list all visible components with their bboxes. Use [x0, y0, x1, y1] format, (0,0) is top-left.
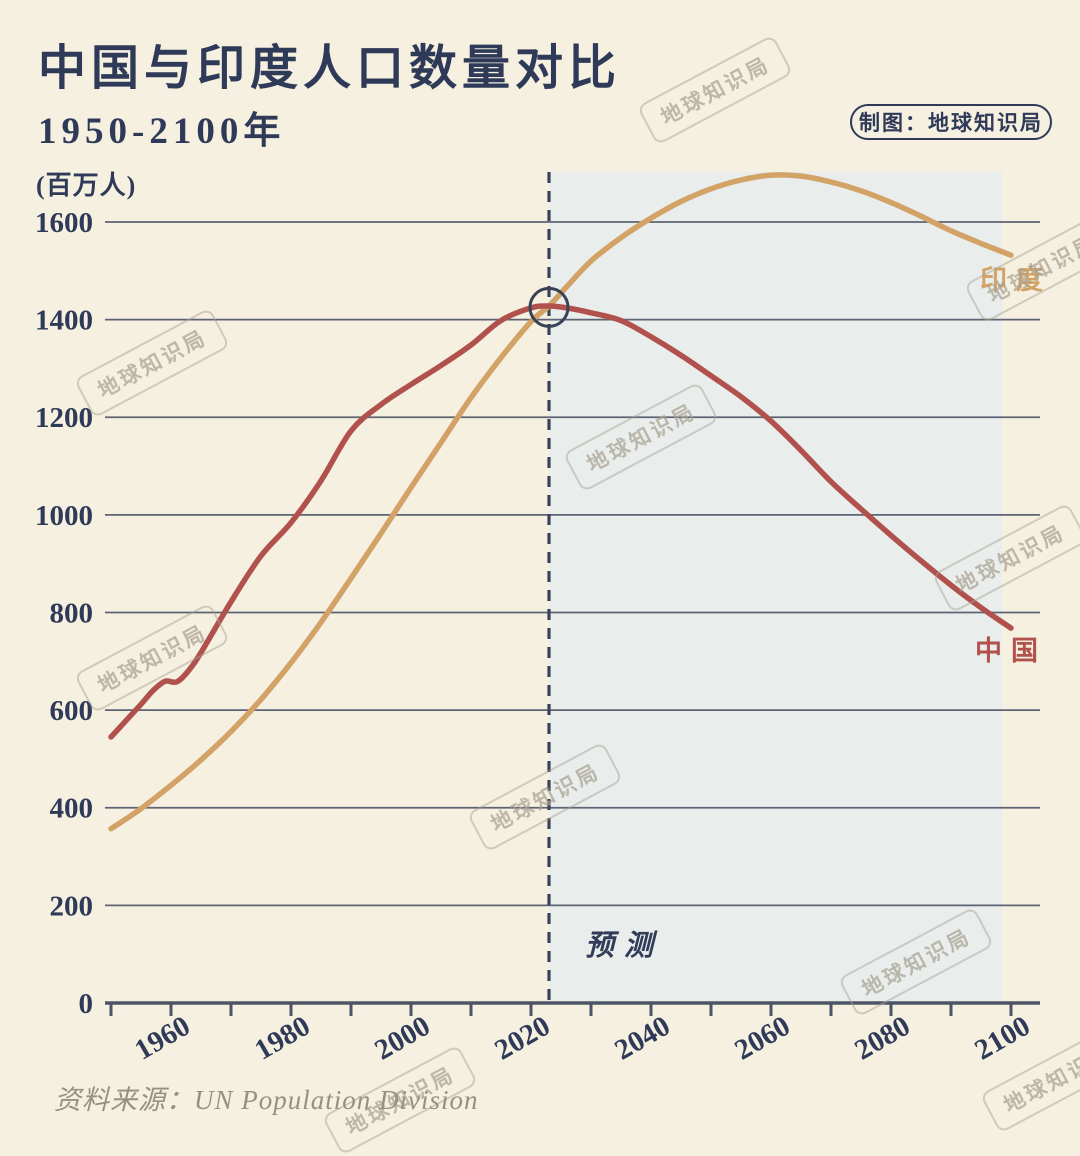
y-tick-label: 800	[50, 597, 94, 629]
x-tick-label: 2040	[609, 1010, 675, 1067]
x-tick-label: 2020	[489, 1010, 555, 1067]
india-series-label: 印度	[980, 264, 1052, 295]
forecast-label: 预测	[585, 930, 663, 962]
gridlines	[105, 221, 1040, 907]
y-tick-label: 1600	[35, 207, 93, 239]
x-axis-ticks	[109, 1003, 1013, 1016]
x-tick-label: 1980	[249, 1010, 315, 1067]
x-tick-label: 2000	[369, 1010, 435, 1067]
china-series-label: 中国	[975, 636, 1047, 666]
page-title: 中国与印度人口数量对比	[38, 42, 622, 95]
x-tick-label: 1960	[129, 1010, 195, 1067]
y-axis-unit-label: (百万人)	[36, 171, 136, 200]
y-tick-label: 1000	[35, 500, 93, 532]
y-tick-label: 0	[79, 988, 94, 1020]
x-axis-labels: 1960 1980 2000 2020 2040 2060 2080 2100	[129, 1010, 1035, 1067]
y-tick-label: 600	[50, 695, 94, 727]
x-tick-label: 2080	[849, 1010, 915, 1067]
y-tick-label: 1200	[35, 402, 93, 434]
forecast-region	[549, 172, 1002, 1003]
y-axis-labels: 0 200 400 600 800 1000 1200 1400 1600	[35, 207, 93, 1020]
crossover-marker	[528, 286, 570, 328]
source-note: 资料来源：UN Population Division	[54, 1085, 479, 1115]
x-tick-label: 2060	[729, 1010, 795, 1067]
y-tick-label: 1400	[35, 305, 93, 337]
credit-badge: 制图：地球知识局	[850, 104, 1052, 140]
y-tick-label: 400	[50, 793, 94, 825]
india-series-line	[108, 172, 1014, 832]
x-tick-label: 2100	[969, 1010, 1035, 1067]
y-tick-label: 200	[50, 890, 94, 922]
page-subtitle: 1950-2100年	[38, 111, 286, 152]
